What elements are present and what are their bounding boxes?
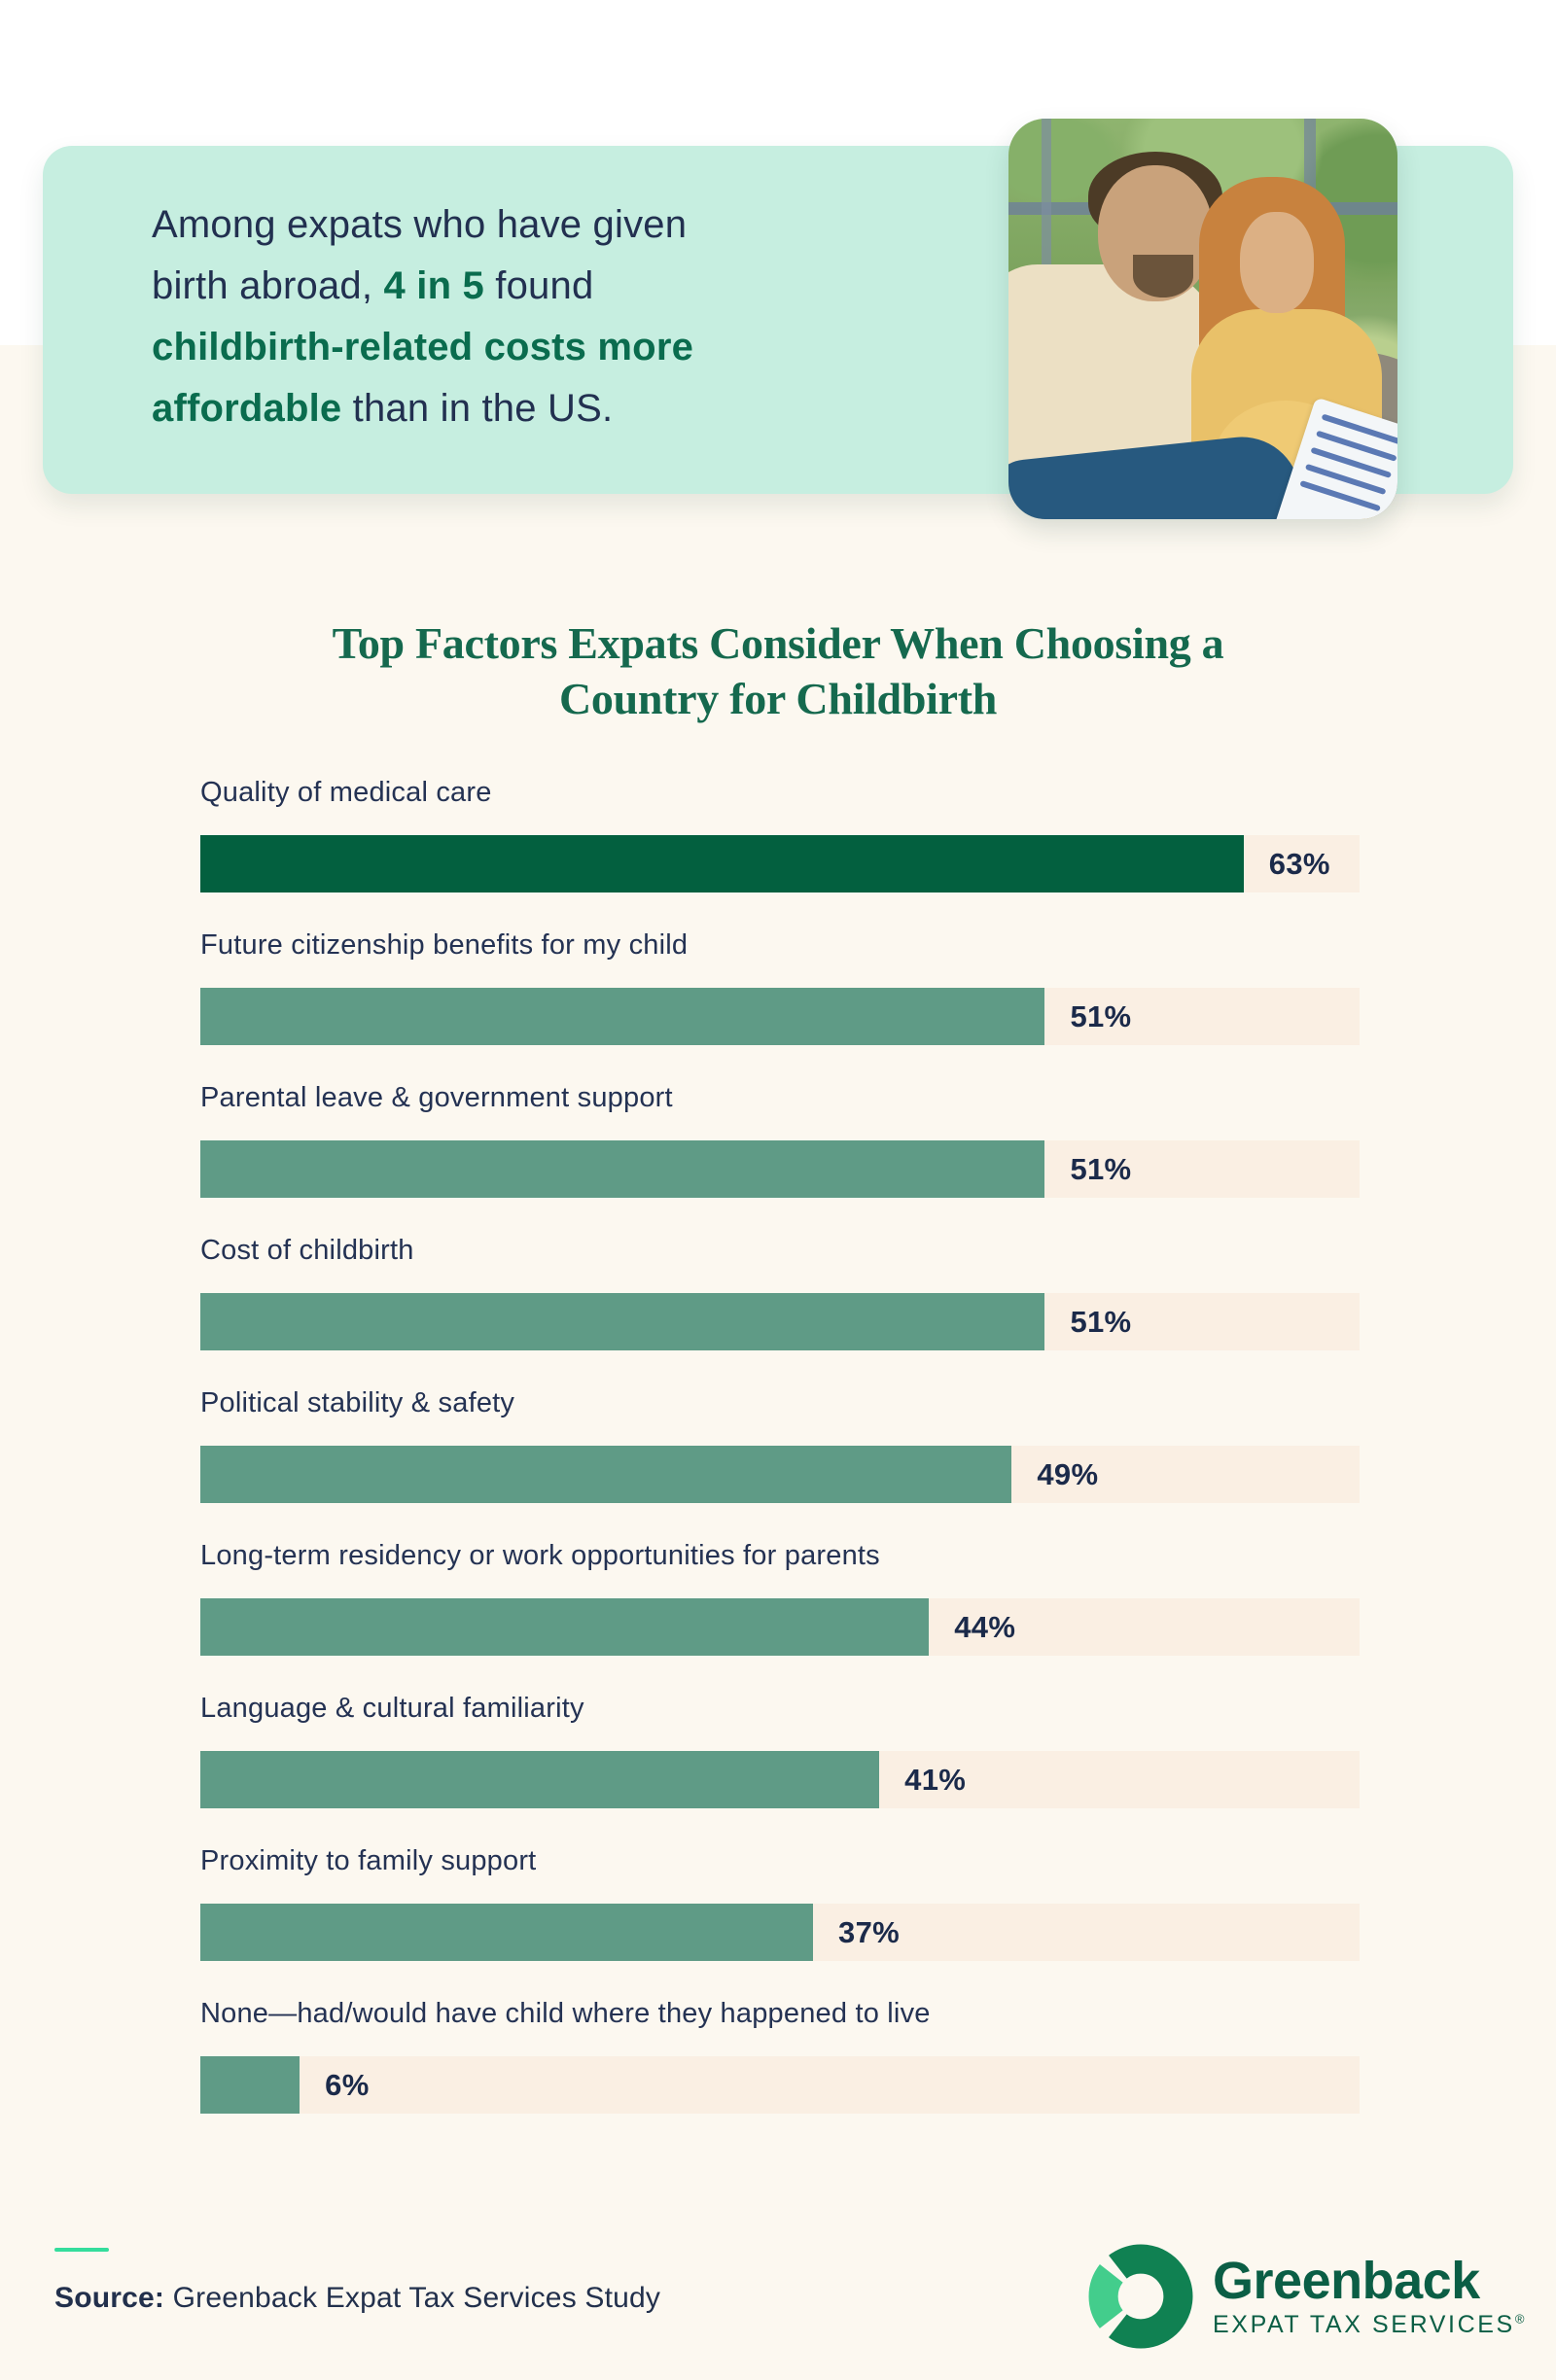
chart-row: Parental leave & government support 51%	[200, 1080, 1360, 1198]
bar-fill	[200, 988, 1045, 1045]
chart-row: Long-term residency or work opportunitie…	[200, 1538, 1360, 1656]
bar-value: 49%	[1037, 1456, 1099, 1491]
chart-row: Proximity to family support 37%	[200, 1843, 1360, 1961]
bar-track: 51%	[200, 988, 1360, 1045]
hero-text-segment: than in the US.	[341, 387, 614, 430]
hero-text-highlight: affordable	[152, 387, 342, 430]
source-line: Source: Greenback Expat Tax Services Stu…	[54, 2282, 660, 2315]
bar-label: None—had/would have child where they hap…	[200, 1998, 931, 2029]
chart-row: Language & cultural familiarity 41%	[200, 1691, 1360, 1808]
logo-wordmark: Greenback	[1213, 2251, 1480, 2310]
bar-track: 49%	[200, 1446, 1360, 1503]
hero-text-segment: found	[483, 264, 594, 307]
chart-row: None—had/would have child where they hap…	[200, 1996, 1360, 2114]
bar-fill	[200, 2056, 301, 2114]
bar-fill	[200, 1293, 1045, 1350]
man-beard-shape	[1133, 255, 1193, 298]
hero-line: birth abroad, 4 in 5 found	[152, 256, 693, 317]
bar-value: 51%	[1070, 1304, 1132, 1339]
bar-label: Cost of childbirth	[200, 1235, 414, 1266]
logo-text: Greenback EXPAT TAX SERVICES®	[1213, 2255, 1527, 2339]
chart-title: Top Factors Expats Consider When Choosin…	[0, 615, 1556, 726]
hero-line: affordable than in the US.	[152, 378, 693, 439]
chart-row: Political stability & safety 49%	[200, 1385, 1360, 1503]
chart-title-line: Top Factors Expats Consider When Choosin…	[332, 618, 1224, 668]
bar-fill	[200, 1751, 880, 1808]
greenback-logo: Greenback EXPAT TAX SERVICES®	[1088, 2244, 1527, 2349]
woman-face-shape	[1240, 212, 1314, 313]
hero-text-segment: birth abroad,	[152, 264, 384, 307]
bar-fill	[200, 1140, 1045, 1198]
bar-label: Quality of medical care	[200, 777, 492, 808]
source-text: Greenback Expat Tax Services Study	[164, 2282, 661, 2314]
source-label: Source:	[54, 2282, 165, 2314]
bar-track: 37%	[200, 1904, 1360, 1961]
bar-track: 41%	[200, 1751, 1360, 1808]
greenback-ring-icon	[1088, 2244, 1193, 2349]
hero-text-segment: Among expats who have given	[152, 203, 688, 246]
bar-label: Long-term residency or work opportunitie…	[200, 1540, 880, 1571]
bar-value: 63%	[1268, 846, 1330, 881]
bar-value: 51%	[1070, 1151, 1132, 1186]
bar-label: Future citizenship benefits for my child	[200, 929, 689, 961]
bar-fill	[200, 1904, 814, 1961]
bar-label: Language & cultural familiarity	[200, 1693, 584, 1724]
bar-fill	[200, 1598, 930, 1656]
bar-label: Proximity to family support	[200, 1845, 537, 1876]
registered-mark: ®	[1514, 2311, 1527, 2327]
bar-track: 63%	[200, 835, 1360, 892]
hero-text-highlight: childbirth-related costs more	[152, 326, 694, 368]
bar-track: 51%	[200, 1140, 1360, 1198]
footer-divider	[54, 2248, 109, 2252]
hero-line: Among expats who have given	[152, 194, 693, 256]
chart-row: Cost of childbirth 51%	[200, 1233, 1360, 1350]
bar-fill	[200, 835, 1244, 892]
chart-row: Quality of medical care 63%	[200, 775, 1360, 892]
bar-value: 6%	[325, 2067, 370, 2102]
bar-track: 51%	[200, 1293, 1360, 1350]
logo-tagline: EXPAT TAX SERVICES®	[1213, 2310, 1527, 2338]
chart-row: Future citizenship benefits for my child…	[200, 928, 1360, 1045]
bar-value: 41%	[904, 1762, 967, 1797]
bar-label: Parental leave & government support	[200, 1082, 673, 1113]
bar-track: 44%	[200, 1598, 1360, 1656]
bar-label: Political stability & safety	[200, 1387, 515, 1418]
bar-chart: Quality of medical care 63% Future citiz…	[200, 775, 1360, 2149]
hero-line: childbirth-related costs more	[152, 317, 693, 378]
hero-statement: Among expats who have given birth abroad…	[152, 194, 693, 439]
bar-value: 44%	[954, 1609, 1016, 1644]
bar-track: 6%	[200, 2056, 1360, 2114]
bar-value: 51%	[1070, 998, 1132, 1033]
bar-fill	[200, 1446, 1012, 1503]
couple-photo	[1008, 119, 1397, 519]
hero-text-highlight: 4 in 5	[383, 264, 484, 307]
bar-value: 37%	[838, 1914, 900, 1949]
chart-title-line: Country for Childbirth	[558, 674, 998, 723]
